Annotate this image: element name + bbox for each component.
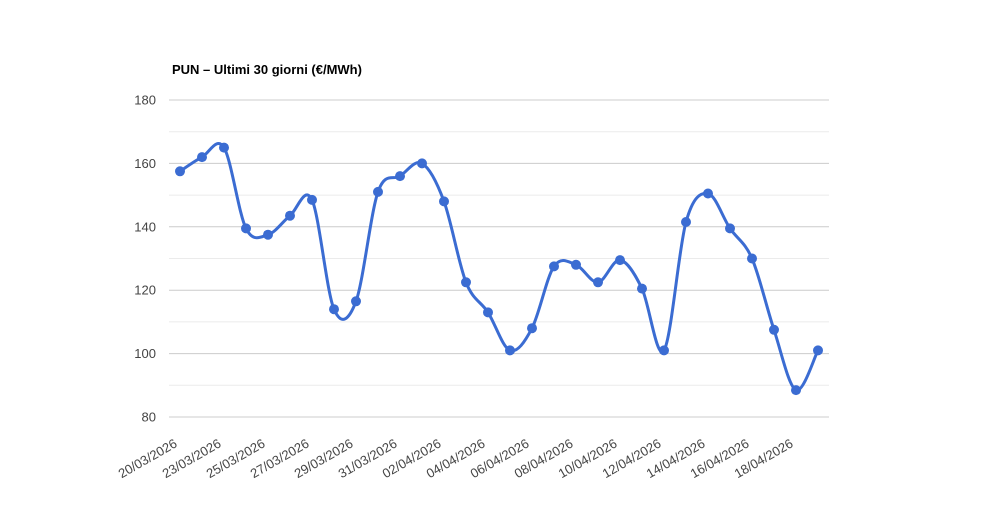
data-point[interactable]: [593, 277, 603, 288]
data-point[interactable]: [791, 385, 801, 396]
y-tick-label: 160: [134, 156, 156, 171]
data-point[interactable]: [373, 186, 383, 197]
data-point[interactable]: [351, 296, 361, 307]
data-point[interactable]: [615, 255, 625, 266]
y-tick-label: 180: [134, 93, 156, 108]
data-point[interactable]: [175, 166, 185, 177]
data-point[interactable]: [571, 259, 581, 270]
x-axis-labels: 20/03/202623/03/202625/03/202627/03/2026…: [116, 436, 796, 482]
data-point[interactable]: [483, 307, 493, 318]
gridlines-major: [169, 99, 829, 418]
y-axis-labels: 180 160 140 120 100 80: [134, 93, 156, 425]
data-point[interactable]: [241, 223, 251, 234]
data-point[interactable]: [219, 142, 229, 153]
data-point[interactable]: [527, 323, 537, 334]
data-point[interactable]: [747, 253, 757, 264]
data-point[interactable]: [307, 194, 317, 205]
y-tick-label: 140: [134, 219, 156, 234]
y-tick-label: 100: [134, 346, 156, 361]
data-point[interactable]: [285, 210, 295, 221]
data-point[interactable]: [395, 171, 405, 182]
data-point[interactable]: [439, 196, 449, 207]
y-tick-label: 80: [142, 410, 156, 425]
series-pun-points: [175, 142, 823, 396]
data-point[interactable]: [681, 217, 691, 227]
data-point[interactable]: [197, 152, 207, 163]
data-point[interactable]: [549, 261, 559, 272]
data-point[interactable]: [813, 345, 823, 356]
data-point[interactable]: [461, 277, 471, 288]
data-point[interactable]: [637, 283, 647, 294]
y-tick-label: 120: [134, 283, 156, 298]
data-point[interactable]: [659, 345, 669, 356]
data-point[interactable]: [329, 304, 339, 315]
data-point[interactable]: [417, 158, 427, 169]
data-point[interactable]: [703, 188, 713, 199]
data-point[interactable]: [263, 229, 273, 240]
gridlines-minor: [169, 131, 829, 386]
chart-title: PUN – Ultimi 30 giorni (€/MWh): [172, 62, 362, 77]
data-point[interactable]: [725, 223, 735, 234]
data-point[interactable]: [505, 345, 515, 356]
data-point[interactable]: [769, 324, 779, 335]
